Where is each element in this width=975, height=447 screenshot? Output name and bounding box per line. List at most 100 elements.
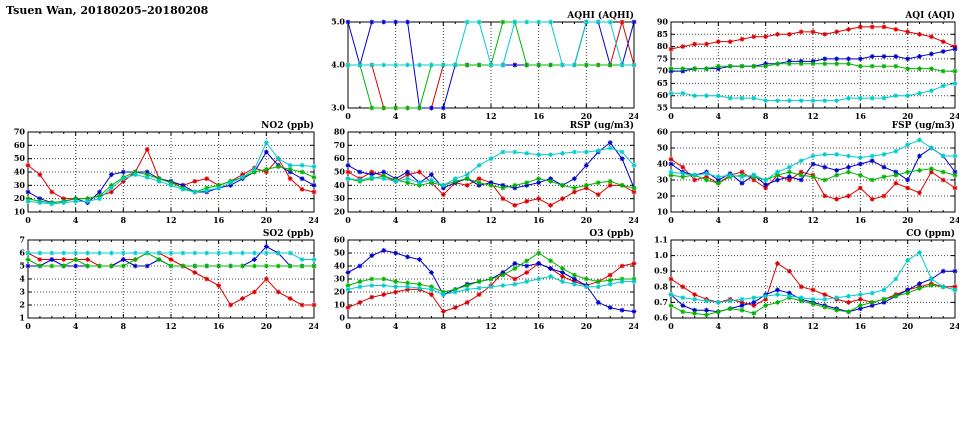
svg-text:85: 85 xyxy=(657,29,668,39)
svg-text:4: 4 xyxy=(19,274,25,284)
svg-text:0: 0 xyxy=(25,215,31,225)
svg-text:20: 20 xyxy=(902,215,914,225)
svg-text:24: 24 xyxy=(949,215,959,225)
svg-text:0.8: 0.8 xyxy=(654,281,668,291)
svg-text:0: 0 xyxy=(339,313,345,323)
svg-text:4: 4 xyxy=(716,321,722,331)
svg-text:50: 50 xyxy=(334,248,346,258)
svg-text:CO (ppm): CO (ppm) xyxy=(906,228,955,239)
o3-plot: 0 10 20 30 40 50 60 0 4 8 12 16 20 24 O3 (ppb) xyxy=(334,228,640,331)
svg-text:30: 30 xyxy=(657,175,669,185)
chart-so2: 1 2 3 4 5 6 7 0 4 8 12 16 20 24 SO2 (ppb) xyxy=(2,226,320,334)
svg-text:16: 16 xyxy=(855,215,867,225)
svg-text:8: 8 xyxy=(441,215,447,225)
svg-text:70: 70 xyxy=(334,140,346,150)
svg-text:50: 50 xyxy=(14,153,26,163)
svg-text:20: 20 xyxy=(902,321,914,331)
svg-text:20: 20 xyxy=(581,321,593,331)
svg-text:24: 24 xyxy=(949,321,959,331)
svg-text:FSP (ug/m3): FSP (ug/m3) xyxy=(892,120,955,131)
svg-text:90: 90 xyxy=(657,17,669,27)
svg-text:6: 6 xyxy=(19,248,25,258)
svg-text:24: 24 xyxy=(628,215,638,225)
svg-text:4.0: 4.0 xyxy=(331,60,345,70)
svg-text:16: 16 xyxy=(533,215,545,225)
svg-text:12: 12 xyxy=(485,321,496,331)
svg-text:5: 5 xyxy=(19,261,25,271)
svg-text:O3 (ppb): O3 (ppb) xyxy=(589,228,634,239)
svg-text:4: 4 xyxy=(73,321,79,331)
svg-text:10: 10 xyxy=(334,300,346,310)
chart-fsp: 10 20 30 40 50 60 0 4 8 12 16 20 24 FSP (ug/m3) xyxy=(645,118,961,228)
svg-text:4: 4 xyxy=(73,215,79,225)
svg-text:3.0: 3.0 xyxy=(331,103,345,113)
svg-text:12: 12 xyxy=(485,111,496,121)
svg-text:40: 40 xyxy=(334,180,346,190)
svg-text:16: 16 xyxy=(213,321,225,331)
svg-text:RSP (ug/m3): RSP (ug/m3) xyxy=(570,120,634,131)
co-plot: 0.6 0.7 0.8 0.9 1.0 1.1 0 4 8 12 16 20 24 CO (ppm) xyxy=(654,228,961,331)
svg-text:75: 75 xyxy=(657,53,668,63)
no2-plot: 10 20 30 40 50 60 70 0 4 8 12 16 20 24 NO2 (ppb) xyxy=(14,120,320,225)
svg-text:AQI (AQI): AQI (AQI) xyxy=(904,10,955,21)
svg-text:70: 70 xyxy=(657,66,669,76)
svg-text:4: 4 xyxy=(716,111,722,121)
svg-text:8: 8 xyxy=(763,111,769,121)
svg-text:3: 3 xyxy=(19,287,25,297)
svg-text:12: 12 xyxy=(807,215,818,225)
svg-text:8: 8 xyxy=(763,215,769,225)
svg-text:20: 20 xyxy=(581,111,593,121)
svg-text:10: 10 xyxy=(657,207,669,217)
svg-text:20: 20 xyxy=(902,111,914,121)
svg-text:10: 10 xyxy=(14,207,26,217)
svg-text:40: 40 xyxy=(657,159,669,169)
svg-text:12: 12 xyxy=(485,215,496,225)
svg-text:0: 0 xyxy=(345,215,351,225)
svg-text:24: 24 xyxy=(308,215,318,225)
svg-text:5.0: 5.0 xyxy=(331,17,345,27)
chart-no2: 10 20 30 40 50 60 70 0 4 8 12 16 20 24 NO2 (ppb) xyxy=(2,118,320,228)
svg-text:0: 0 xyxy=(25,321,31,331)
svg-text:20: 20 xyxy=(657,191,669,201)
svg-text:8: 8 xyxy=(441,321,447,331)
svg-text:0: 0 xyxy=(345,321,351,331)
svg-text:24: 24 xyxy=(628,321,638,331)
svg-text:0: 0 xyxy=(345,111,351,121)
svg-text:55: 55 xyxy=(657,103,668,113)
svg-text:20: 20 xyxy=(581,215,593,225)
svg-text:24: 24 xyxy=(628,111,638,121)
svg-text:1.0: 1.0 xyxy=(654,250,668,260)
svg-text:0.6: 0.6 xyxy=(654,313,668,323)
svg-text:20: 20 xyxy=(14,193,26,203)
svg-text:80: 80 xyxy=(334,127,346,137)
chart-aqi: 55 60 65 70 75 80 85 90 0 4 8 12 16 20 24 AQI (AQI) xyxy=(645,8,961,124)
svg-text:NO2 (ppb): NO2 (ppb) xyxy=(261,120,314,131)
aqi-plot: 55 60 65 70 75 80 85 90 0 4 8 12 16 20 24 AQI (AQI) xyxy=(657,10,961,121)
svg-text:30: 30 xyxy=(334,274,346,284)
svg-text:12: 12 xyxy=(807,111,818,121)
chart-co: 0.6 0.7 0.8 0.9 1.0 1.1 0 4 8 12 16 20 24 CO (ppm) xyxy=(645,226,961,334)
svg-text:8: 8 xyxy=(121,215,127,225)
svg-text:0.7: 0.7 xyxy=(654,297,668,307)
svg-text:SO2 (ppb): SO2 (ppb) xyxy=(263,228,314,239)
svg-text:60: 60 xyxy=(657,90,669,100)
svg-text:50: 50 xyxy=(334,167,346,177)
svg-text:40: 40 xyxy=(14,167,26,177)
svg-text:16: 16 xyxy=(533,321,545,331)
svg-text:65: 65 xyxy=(657,78,668,88)
svg-text:40: 40 xyxy=(334,261,346,271)
svg-text:0: 0 xyxy=(668,111,674,121)
svg-text:4: 4 xyxy=(393,321,399,331)
svg-text:7: 7 xyxy=(19,235,25,245)
svg-text:20: 20 xyxy=(334,287,346,297)
svg-text:16: 16 xyxy=(855,321,867,331)
chart-rsp: 20 30 40 50 60 70 80 0 4 8 12 16 20 24 RSP (ug/m3) xyxy=(322,118,640,228)
svg-text:60: 60 xyxy=(657,127,669,137)
svg-text:80: 80 xyxy=(657,41,669,51)
svg-text:60: 60 xyxy=(14,140,26,150)
svg-text:30: 30 xyxy=(334,193,346,203)
svg-text:4: 4 xyxy=(393,215,399,225)
svg-text:1: 1 xyxy=(19,313,25,323)
